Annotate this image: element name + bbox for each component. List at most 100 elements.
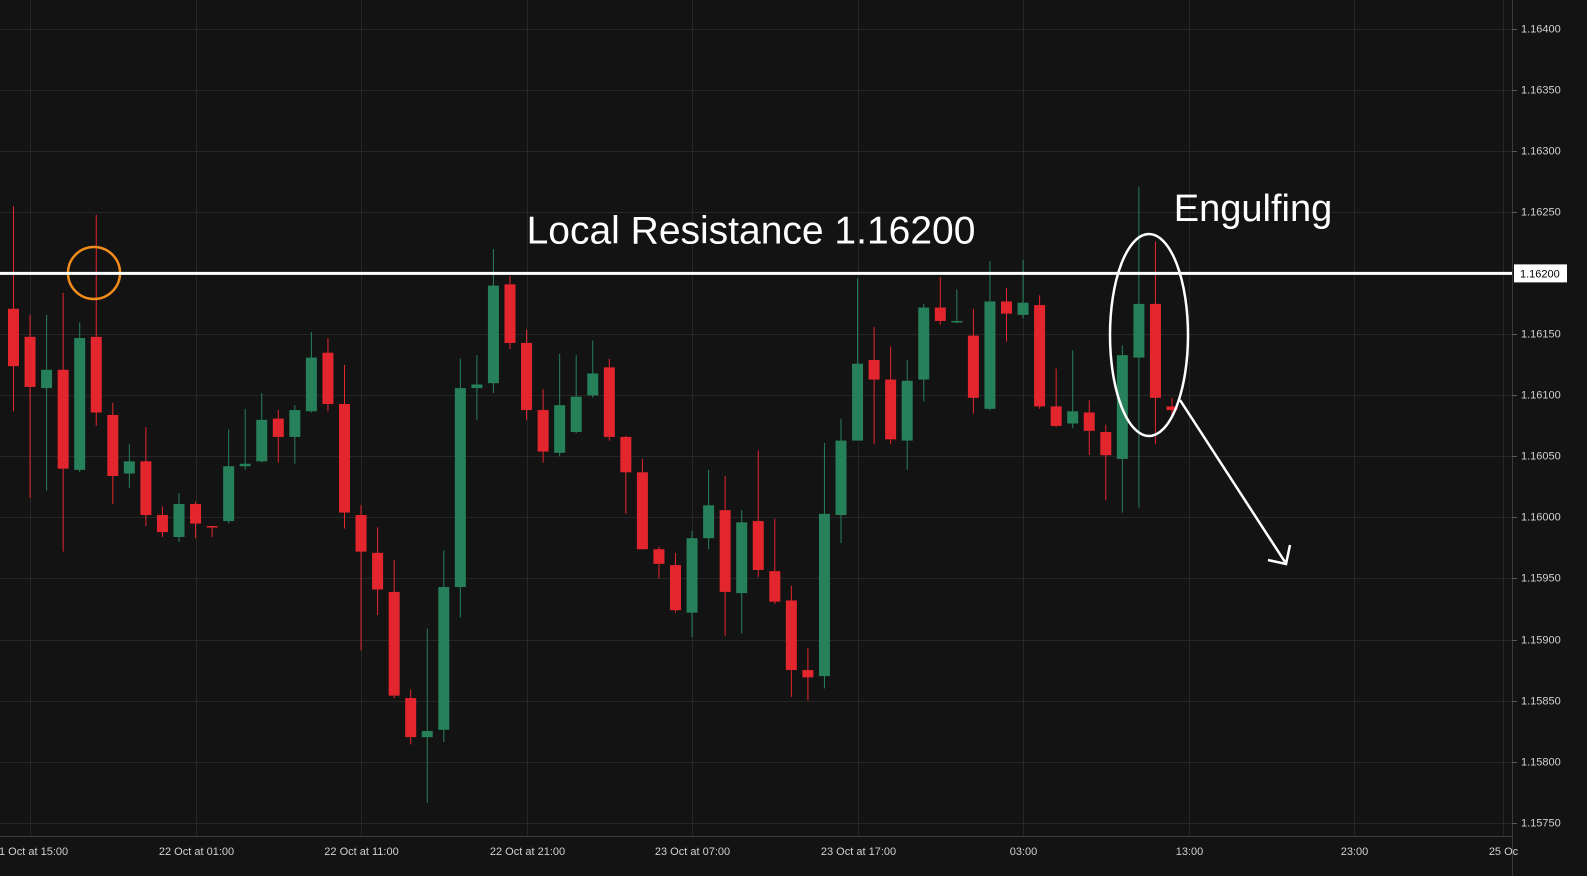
candle-body	[405, 698, 417, 738]
candle-body	[339, 403, 350, 513]
candle-body	[372, 552, 384, 590]
candle-body	[719, 510, 731, 592]
candle-body	[967, 335, 979, 398]
candle-body	[769, 571, 781, 602]
x-tick-label: 25 Oc	[1489, 846, 1519, 858]
candle-body	[1001, 301, 1012, 314]
candle-body	[305, 357, 317, 412]
candle-body	[8, 308, 19, 367]
x-tick-label: 23 Oct at 17:00	[821, 846, 896, 858]
candle-body	[620, 436, 632, 473]
candle-body	[918, 307, 930, 380]
candle-body	[1050, 406, 1062, 426]
candle-body	[752, 521, 764, 570]
arrow-shaft	[1178, 399, 1287, 563]
candle-body	[1083, 412, 1095, 431]
y-tick-label: 1.16400	[1521, 23, 1561, 35]
candle-body	[868, 360, 880, 380]
y-tick-label: 1.16100	[1521, 389, 1561, 401]
candle-body	[24, 336, 36, 387]
y-tick-label: 1.16350	[1521, 84, 1561, 96]
candle-body	[703, 505, 715, 539]
resistance-label-box	[1514, 264, 1567, 283]
candle-body	[206, 526, 218, 528]
candle-body	[951, 320, 963, 323]
candle-body	[818, 513, 830, 677]
x-tick-label: 23:00	[1341, 846, 1369, 858]
candle-body	[140, 461, 152, 516]
y-tick-label: 1.16150	[1521, 328, 1561, 340]
candle-body	[438, 587, 450, 730]
candle-body	[322, 352, 334, 404]
candle-body	[223, 466, 235, 522]
candle-body	[355, 515, 367, 552]
x-tick-label: 22 Oct at 21:00	[490, 846, 565, 858]
candle-body	[487, 285, 499, 384]
candle-body	[190, 504, 202, 524]
candle-body	[636, 472, 648, 550]
candle-body	[1166, 406, 1178, 411]
candle-body	[603, 367, 615, 437]
arrow-head	[1267, 544, 1292, 566]
candle-body	[653, 549, 665, 564]
candle-body	[934, 307, 946, 321]
candle-body	[173, 504, 185, 537]
candle-body	[554, 405, 566, 453]
y-tick-label: 1.15900	[1521, 634, 1561, 646]
candle-body	[74, 338, 86, 470]
candle-body	[1017, 302, 1029, 315]
y-tick-label: 1.15750	[1521, 817, 1561, 829]
candle-body	[901, 380, 913, 441]
candle-body	[1034, 305, 1046, 407]
y-tick-label: 1.15850	[1521, 695, 1561, 707]
candle-body	[802, 670, 814, 678]
candle-body	[107, 414, 119, 476]
candle-body	[885, 379, 897, 440]
candle-body	[57, 369, 69, 469]
candle-body	[984, 301, 996, 409]
y-tick-label: 1.16300	[1521, 145, 1561, 157]
candle-body	[90, 336, 102, 413]
candle-body	[521, 342, 533, 411]
candle-body	[1100, 432, 1112, 456]
candle-body	[123, 461, 135, 474]
candle-body	[587, 373, 599, 396]
candle-body	[239, 463, 251, 467]
candle-body	[388, 591, 400, 696]
candle-body	[272, 418, 284, 437]
x-tick-label: 21 Oct at 15:00	[0, 846, 68, 858]
candle-body	[537, 410, 549, 452]
x-tick-label: 22 Oct at 11:00	[324, 846, 398, 858]
y-tick-label: 1.15950	[1521, 572, 1561, 584]
candle-body	[454, 388, 466, 588]
candle-body	[156, 515, 168, 533]
engulfing-annotation: Engulfing	[1174, 188, 1332, 230]
candle-body	[835, 440, 847, 516]
candle-body	[785, 600, 797, 671]
engulfing-ellipse	[1108, 232, 1190, 438]
candle-body	[41, 369, 53, 389]
candle-body	[1149, 303, 1161, 398]
candle-body	[670, 565, 681, 611]
resistance-label: 1.16200	[1520, 268, 1560, 280]
candle-body	[471, 384, 483, 389]
candle-body	[1067, 411, 1079, 424]
y-tick-label: 1.15800	[1521, 756, 1561, 768]
y-tick-label: 1.16250	[1521, 206, 1561, 218]
candle-body	[504, 284, 516, 343]
candle-body	[852, 363, 864, 441]
resistance-annotation: Local Resistance 1.16200	[527, 209, 976, 252]
candle-body	[421, 731, 433, 738]
x-tick-label: 22 Oct at 01:00	[159, 846, 234, 858]
y-tick-label: 1.16000	[1521, 511, 1561, 523]
candle-body	[686, 538, 698, 613]
x-tick-label: 23 Oct at 07:00	[655, 846, 730, 858]
x-tick-label: 13:00	[1176, 846, 1204, 858]
candle-body	[570, 396, 582, 433]
candle-body	[1133, 303, 1145, 358]
y-tick-label: 1.16050	[1521, 450, 1561, 462]
candle-body	[736, 522, 748, 594]
